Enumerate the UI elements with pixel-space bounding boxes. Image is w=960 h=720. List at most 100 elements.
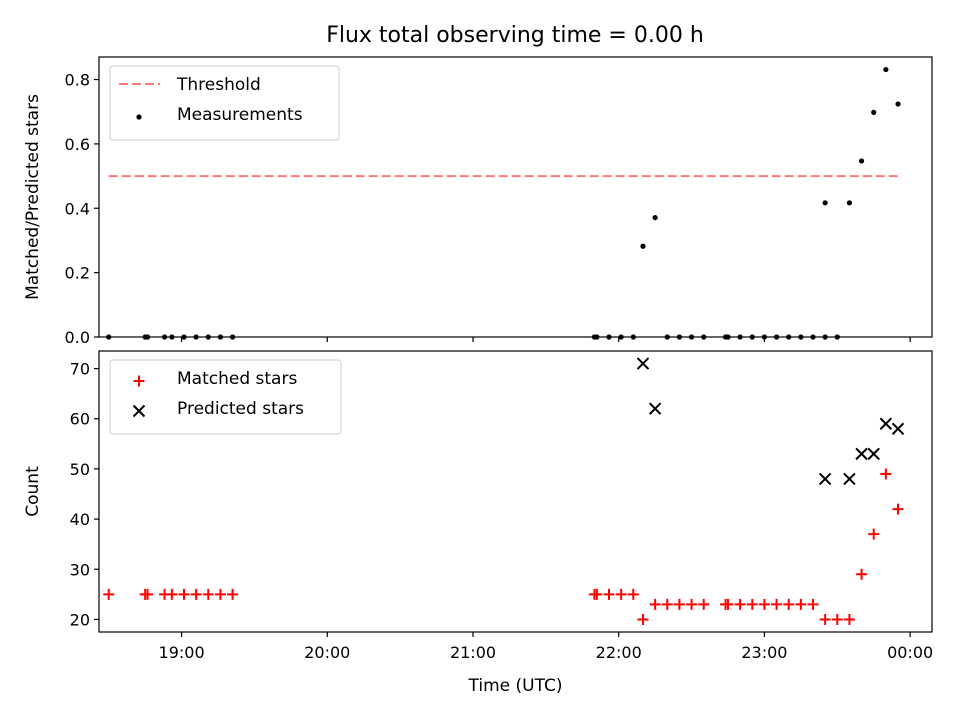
measurementspoint-point [883,66,889,73]
matched-starspoint-point [649,598,661,610]
measurementspoint-point [773,334,780,340]
matched-starspoint-point [166,588,178,600]
matched-starspoint-point [892,503,904,515]
measurementspoint-point [725,334,731,340]
bottom-ytick-label: 20 [70,610,90,629]
measurementspoint-point [749,334,755,340]
matched-starspoint-point [214,588,226,600]
top-ytick-label: 0.6 [65,135,90,154]
matched-starspoint-point [202,588,214,600]
predicted-starspoint-point [843,472,856,486]
measurementspoint-point [640,243,646,249]
measurementspoint-point [810,334,816,340]
measurementspoint-point [594,334,600,340]
measurementspoint-point [688,334,695,340]
xtick-label: 00:00 [887,643,933,662]
measurementspoint-point [858,158,865,164]
legend-label: Threshold [176,75,261,95]
top-ytick-label: 0.0 [65,328,90,347]
bottom-ytick-label: 60 [70,410,90,429]
matched-starspoint-point [698,598,710,610]
predicted-starspoint-point [867,447,880,461]
matched-starspoint-point [783,598,795,610]
matched-starspoint-point [856,568,868,580]
matched-starspoint-point [591,588,603,600]
predicted-starspoint-point [636,357,650,370]
bottom-ytick-label: 30 [70,560,90,579]
legend-swatch [132,404,146,418]
measurementspoint-point [798,334,804,340]
measurementspoint-point [606,334,612,340]
measurementspoint-point [144,334,151,340]
legend-label: Measurements [177,105,303,125]
matched-starspoint-point [615,588,627,600]
measurementspoint-point [161,334,168,340]
xtick-label: 22:00 [596,643,642,662]
top-ytick-label: 0.8 [65,71,90,90]
xtick-label: 19:00 [159,643,205,662]
measurementspoint-point [217,334,224,340]
predicted-starspoint-point [855,447,868,461]
matched-starspoint-point [758,598,770,610]
measurementspoint-point [106,334,112,340]
predicted-starspoint-point [818,472,832,486]
bottom-panel: 20 30 40 50 60 70 19:00 20:00 21:00 22:00 23:00 00:… [23,350,933,696]
measurementspoint-point [822,334,828,340]
matched-starspoint-point [880,468,892,480]
top-ytick-label: 0.2 [65,264,90,283]
measurementspoint-point [822,200,828,206]
matched-starspoint-point [819,613,831,625]
matched-starspoint-point [661,598,673,610]
legend-swatch [133,375,145,387]
measurementspoint-point [737,334,743,340]
predicted-starspoint-point [648,402,662,415]
matched-starspoint-point [686,598,698,610]
measurementspoint-point [664,334,670,340]
measurementspoint-point [205,334,211,340]
matched-starspoint-point [722,598,734,610]
matched-starspoint-point [227,588,239,600]
measurementspoint-point [895,101,901,107]
legend-label: Matched stars [177,369,297,389]
matched-starspoint-point [637,613,649,625]
matched-starspoint-point [807,598,819,610]
bottom-ytick-label: 50 [70,460,90,479]
measurementspoint-point [618,334,624,340]
matched-starspoint-point [746,598,758,610]
bottom-ylabel: Count [23,466,43,517]
measurementspoint-point [181,334,187,340]
predicted-starspoint-point [879,417,893,430]
xtick-label: 23:00 [741,643,787,662]
bottom-axes-frame [98,350,933,633]
bottom-ytick-label: 70 [70,360,90,379]
top-axes-frame [98,56,933,338]
matched-starspoint-point [795,598,807,610]
legend-label: Predicted stars [177,399,304,419]
matched-starspoint-point [843,613,855,625]
predicted-starspoint-point [891,422,905,435]
matched-starspoint-point [190,588,202,600]
measurementspoint-point [871,109,877,115]
measurementspoint-point [630,334,636,340]
matched-starspoint-point [103,588,115,600]
xlabel: Time (UTC) [468,676,563,696]
matched-starspoint-point [673,598,685,610]
matched-starspoint-point [771,598,783,610]
measurementspoint-point [786,334,792,340]
matched-starspoint-point [142,588,154,600]
matched-starspoint-point [603,588,615,600]
measurementspoint-point [169,334,175,340]
measurementspoint-point [701,334,707,340]
measurementspoint-point [846,200,853,206]
measurementspoint-point [676,334,683,340]
xtick-label: 20:00 [304,643,350,662]
bottom-ytick-label: 40 [70,510,90,529]
matched-starspoint-point [627,588,639,600]
legend-swatch [136,114,142,120]
matched-starspoint-point [831,613,843,625]
top-ytick-label: 0.4 [65,199,90,218]
matched-starspoint-point [178,588,190,600]
matched-starspoint-point [734,598,746,610]
measurementspoint-point [652,214,658,221]
